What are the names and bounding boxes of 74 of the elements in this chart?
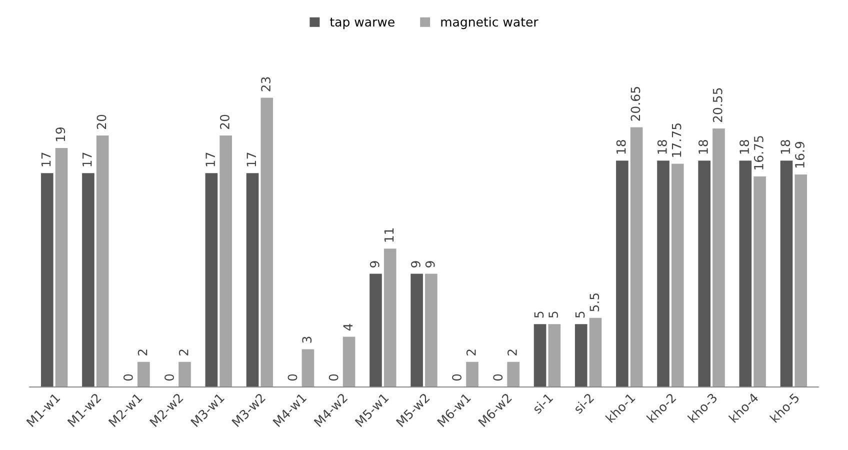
bar [780, 160, 793, 387]
data-label: 3 [302, 336, 312, 343]
data-label: 2 [138, 350, 148, 356]
data-label: 19 [56, 127, 66, 142]
data-label: 2 [508, 350, 517, 356]
bar [178, 362, 191, 387]
data-label: 18 [740, 140, 750, 154]
data-label: 18 [616, 140, 626, 154]
bar [507, 362, 520, 387]
bar [96, 135, 109, 387]
data-label: 0 [123, 374, 133, 381]
bar [794, 174, 808, 387]
data-label: 20 [220, 114, 230, 129]
data-label: 20 [96, 114, 106, 129]
data-label: 20.65 [630, 87, 640, 121]
data-label: 18 [698, 140, 708, 154]
bar [40, 173, 54, 387]
bar [712, 128, 725, 387]
data-label: 2 [178, 350, 188, 356]
bar [534, 324, 546, 387]
bar [302, 349, 314, 387]
data-label: 5 [575, 312, 585, 318]
bar [370, 274, 382, 387]
data-label: 18 [780, 140, 790, 154]
bar [616, 160, 628, 387]
data-label: 18 [657, 140, 667, 154]
x-tick-label: si-2 [572, 392, 594, 414]
data-label: 0 [328, 374, 338, 381]
bar [574, 324, 588, 387]
bar [138, 362, 150, 387]
data-label: 9 [410, 261, 420, 268]
bar [754, 176, 766, 387]
bar [246, 173, 259, 387]
bar [342, 336, 356, 387]
bar [671, 164, 684, 387]
bar [466, 362, 478, 387]
bar [589, 318, 602, 387]
data-label: 23 [261, 77, 271, 92]
bar [410, 274, 423, 387]
data-label: 0 [288, 374, 298, 381]
bar [82, 173, 94, 387]
data-label: 17 [246, 152, 256, 166]
data-label: 5.5 [590, 293, 600, 312]
bar [657, 160, 670, 387]
data-label: 20.55 [712, 88, 722, 122]
bar [739, 160, 752, 387]
data-label: 5 [548, 312, 558, 318]
bar [260, 98, 274, 387]
data-label: 17 [206, 152, 215, 166]
data-label: 2 [466, 350, 476, 356]
data-label: 9 [370, 261, 380, 268]
data-label: 11 [384, 228, 394, 242]
bar [220, 135, 232, 387]
data-label: 0 [493, 374, 503, 381]
legend-label: magnetic water [441, 16, 538, 30]
bar [205, 173, 218, 387]
data-label: 0 [452, 374, 462, 381]
data-label: 17 [82, 152, 92, 166]
data-label: 17 [41, 152, 51, 166]
legend-label: tap warwe [330, 18, 394, 30]
x-tick-label: si-1 [532, 392, 554, 414]
bar [630, 127, 643, 387]
data-label: 9 [425, 261, 435, 268]
bar [384, 248, 396, 387]
bar [55, 148, 68, 387]
data-label: 0 [164, 374, 174, 381]
data-label: 16.75 [754, 136, 764, 170]
data-label: 16.9 [795, 142, 804, 168]
bar [425, 274, 438, 387]
data-label: 17.75 [672, 124, 682, 157]
data-label: 5 [534, 312, 544, 318]
bar [548, 324, 561, 387]
bar [698, 160, 710, 387]
data-label: 4 [343, 324, 352, 331]
